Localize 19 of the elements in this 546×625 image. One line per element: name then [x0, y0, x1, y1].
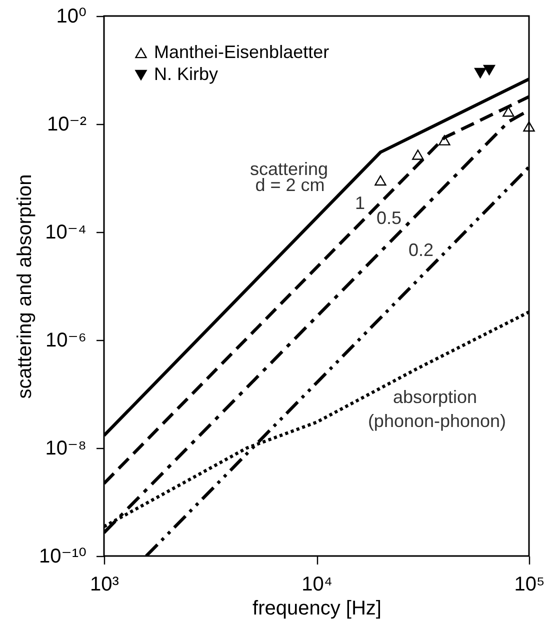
y-tick-label: 10⁻⁶ [45, 330, 86, 352]
y-tick-label: 10⁻² [47, 114, 87, 136]
annotation: (phonon-phonon) [368, 411, 506, 431]
y-tick-label: 10⁻⁸ [45, 438, 86, 460]
y-tick-label: 10⁻⁴ [45, 222, 86, 244]
legend-label: Manthei-Eisenblaetter [154, 42, 330, 62]
annotation: absorption [392, 387, 478, 407]
annotation: scattering [250, 159, 328, 179]
y-axis-title: scattering and absorption [14, 174, 36, 399]
x-tick-label: 10³ [90, 574, 120, 596]
x-axis-title: frequency [Hz] [252, 598, 382, 620]
legend-label: N. Kirby [154, 64, 218, 84]
y-tick-label: 10⁻¹⁰ [39, 546, 86, 568]
annotation: 0.5 [376, 208, 402, 228]
y-tick-label: 10⁰ [56, 6, 86, 28]
x-tick-label: 10⁵ [514, 574, 545, 596]
x-tick-label: 10⁴ [302, 574, 332, 596]
annotation: 0.2 [408, 240, 434, 260]
annotation: 1 [354, 193, 366, 213]
